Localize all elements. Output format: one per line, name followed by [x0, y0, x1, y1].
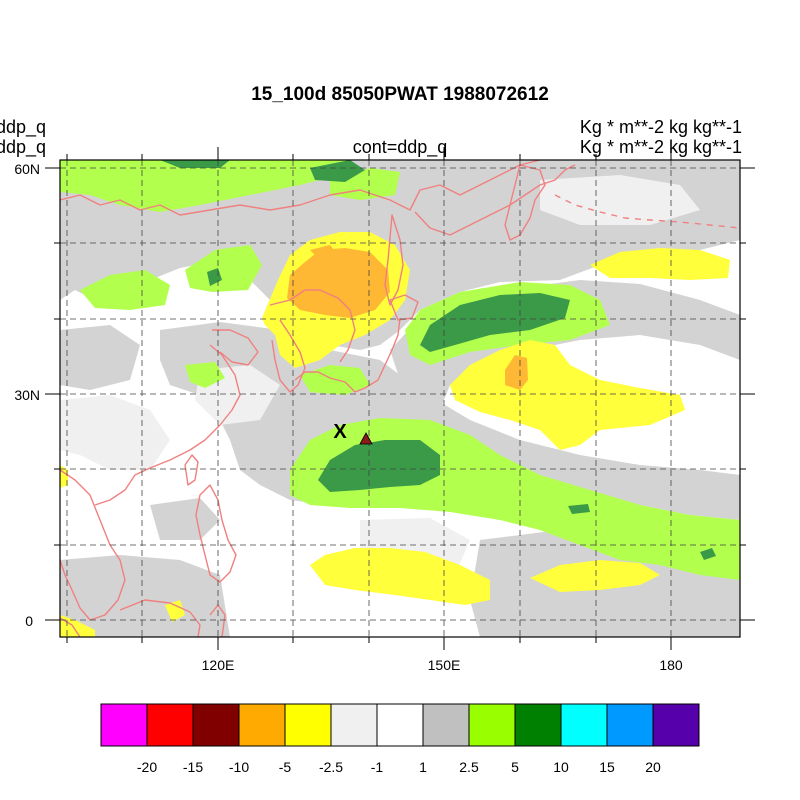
units-label-2: Kg * m**-2 kg kg**-1 — [579, 137, 742, 157]
lat-label-30N: 30N — [14, 387, 40, 403]
left-variable-label-1: ddp_q — [0, 117, 47, 137]
x-marker: X — [333, 421, 347, 443]
colorbar-swatch — [100, 703, 148, 747]
coast-sakhalin — [384, 214, 404, 306]
colorbar-label: -1 — [371, 759, 384, 775]
coast-japan — [294, 317, 401, 393]
dgreen-central — [318, 440, 440, 492]
colorbar-label: 2.5 — [459, 759, 479, 775]
coast-sulawesi — [209, 604, 226, 637]
yellow-southwest-corner — [60, 615, 95, 637]
gray-patch-small — [150, 498, 220, 540]
colorbar-label: -20 — [137, 759, 157, 775]
plot-title: 15_100d 85050PWAT 1988072612 — [251, 84, 549, 105]
colorbar-swatch — [422, 703, 470, 747]
colorbar-labels: -20 -15 -10 -5 -2.5 -1 1 2.5 5 10 15 20 — [137, 759, 661, 775]
colorbar-swatch — [514, 703, 562, 747]
units-label-1: Kg * m**-2 kg kg**-1 — [579, 117, 742, 137]
coast-aleutians — [554, 194, 740, 229]
colorbar-swatch — [238, 703, 286, 747]
lat-label-0: 0 — [25, 613, 33, 629]
left-variable-label-2: ddp_q — [0, 137, 47, 157]
lon-label-120E: 120E — [202, 657, 235, 673]
yellow-central-south — [310, 548, 490, 605]
dgreen-neast — [310, 160, 365, 182]
coast-taiwan — [184, 454, 199, 486]
colorbar-label: -2.5 — [319, 759, 343, 775]
colorbar — [100, 703, 700, 747]
colorbar-label: -5 — [279, 759, 292, 775]
dgreen-east-dot — [700, 548, 716, 560]
coast-hokkaido — [389, 294, 419, 321]
light-west — [60, 395, 170, 470]
shaded-field — [60, 160, 740, 637]
gridlines — [60, 160, 740, 637]
dgreen-east-band — [420, 293, 570, 352]
coast-siberia — [60, 160, 541, 216]
colorbar-label: 20 — [645, 759, 661, 775]
lat-label-60N: 60N — [14, 161, 40, 177]
colorbar-swatch — [192, 703, 240, 747]
colorbar-swatch — [606, 703, 654, 747]
coastlines — [60, 160, 740, 637]
colorbar-label: 15 — [599, 759, 615, 775]
triangle-marker — [359, 432, 373, 445]
colorbar-swatch — [560, 703, 608, 747]
coast-manchuria — [269, 289, 356, 363]
dgreen-north — [160, 160, 230, 168]
colorbar-label: 5 — [511, 759, 519, 775]
lon-label-150E: 150E — [428, 657, 461, 673]
dgreen-south-dot — [568, 504, 590, 514]
colorbar-label: 10 — [553, 759, 569, 775]
coast-bohai — [212, 329, 259, 366]
lgreen-west-small — [185, 362, 225, 388]
orange-north-blob — [287, 248, 390, 318]
colorbar-label: -10 — [229, 759, 249, 775]
coast-borneo — [119, 599, 201, 637]
colorbar-swatch — [652, 703, 700, 747]
colorbar-swatch — [330, 703, 378, 747]
light-ne — [540, 175, 700, 225]
yellow-south-small — [165, 600, 185, 622]
colorbar-swatch — [146, 703, 194, 747]
coast-china-east — [94, 344, 241, 506]
lgreen-north-strip — [60, 160, 350, 212]
lgreen-korea-blob — [185, 245, 262, 292]
contour-variable-label: cont=ddp_q — [352, 137, 448, 157]
yellow-southeast — [530, 560, 660, 592]
coast-indochina — [60, 469, 126, 621]
yellow-east-north — [590, 248, 730, 280]
colorbar-label: -15 — [183, 759, 203, 775]
tick-marks — [45, 147, 755, 650]
map-frame — [59, 159, 741, 638]
colorbar-swatch — [468, 703, 516, 747]
colorbar-label: 1 — [419, 759, 427, 775]
lon-label-180: 180 — [659, 657, 683, 673]
gray-west-patch — [60, 325, 140, 390]
orange-korea-spot — [310, 245, 338, 262]
colorbar-swatch — [376, 703, 424, 747]
colorbar-swatch — [284, 703, 332, 747]
orange-east-spot — [505, 355, 528, 390]
lgreen-west-blob — [80, 270, 170, 310]
